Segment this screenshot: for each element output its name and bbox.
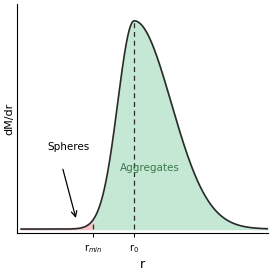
Text: Aggregates: Aggregates — [120, 163, 180, 173]
Y-axis label: dM/dr: dM/dr — [4, 103, 14, 135]
X-axis label: r: r — [140, 258, 145, 271]
Text: Spheres: Spheres — [48, 142, 90, 152]
